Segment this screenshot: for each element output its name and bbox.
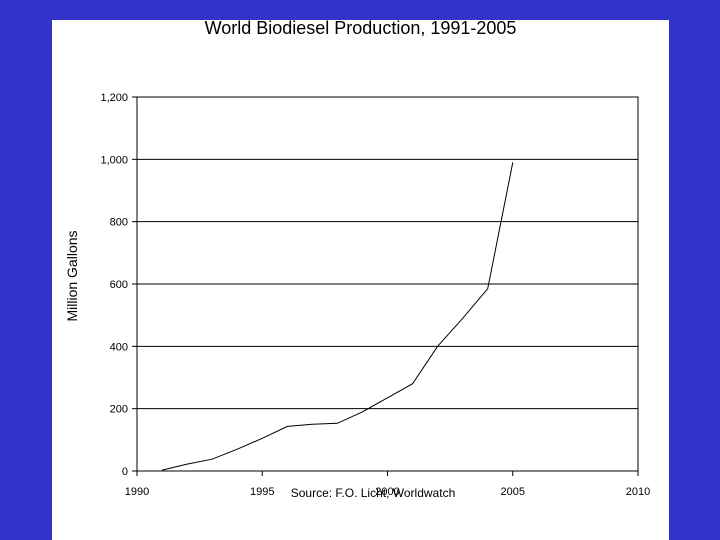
x-tick-label: 1990 [125, 486, 149, 498]
x-tick-label: 2010 [626, 486, 650, 498]
source-note: Source: F.O. Licht, Worldwatch [290, 486, 456, 500]
chart-title: World Biodiesel Production, 1991-2005 [204, 18, 517, 38]
series-line [161, 162, 514, 471]
y-tick-label: 800 [110, 217, 128, 229]
y-tick-label: 0 [122, 466, 128, 478]
x-tick-label: 2000 [375, 486, 399, 498]
x-axis-ticks: 1990 1995 2000 2005 2010 [125, 471, 650, 498]
y-tick-label: 400 [110, 341, 128, 353]
x-tick-label: 2005 [501, 486, 525, 498]
slide-panel [52, 20, 669, 540]
y-tick-label: 600 [110, 279, 128, 291]
y-tick-label: 1,200 [100, 92, 128, 104]
y-axis-ticks: 0 200 400 600 800 1,000 1,200 [100, 92, 137, 478]
series-group [161, 162, 514, 471]
x-tick-label: 1995 [250, 486, 274, 498]
gridlines [137, 96, 638, 472]
y-tick-label: 200 [110, 404, 128, 416]
y-tick-label: 1,000 [100, 154, 128, 166]
